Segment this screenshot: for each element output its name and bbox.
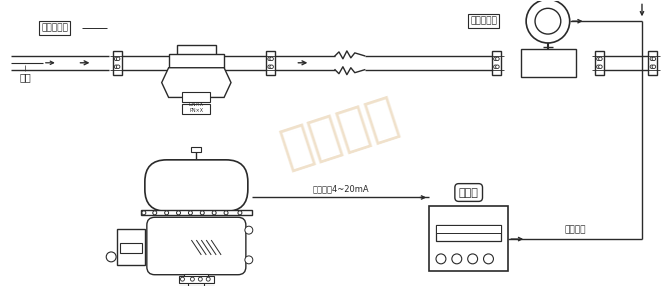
Bar [168, 54, 224, 68]
Circle shape [270, 57, 273, 61]
Circle shape [494, 65, 497, 69]
Text: 输入信号4~20mA: 输入信号4~20mA [312, 185, 369, 193]
Circle shape [468, 254, 478, 264]
Circle shape [526, 0, 570, 43]
Circle shape [599, 57, 602, 61]
Bar [436, 225, 502, 233]
Text: 气动调节阀: 气动调节阀 [41, 24, 68, 33]
Circle shape [116, 65, 120, 69]
FancyBboxPatch shape [147, 217, 246, 275]
Bar [595, 51, 604, 75]
Text: 介质: 介质 [19, 73, 31, 83]
Text: 反馈信号: 反馈信号 [564, 225, 586, 234]
Circle shape [176, 211, 180, 215]
Bar [184, 274, 208, 280]
Circle shape [180, 277, 184, 281]
Circle shape [599, 65, 602, 69]
Bar [429, 206, 508, 271]
Bar [649, 51, 657, 75]
Circle shape [496, 57, 499, 61]
Circle shape [484, 254, 494, 264]
Bar [436, 225, 502, 241]
Circle shape [224, 211, 228, 215]
Text: 调节仪: 调节仪 [459, 187, 478, 197]
Circle shape [106, 252, 116, 262]
Circle shape [188, 211, 192, 215]
Circle shape [268, 57, 271, 61]
Circle shape [436, 254, 446, 264]
Circle shape [198, 277, 202, 281]
Text: 电磁流量计: 电磁流量计 [470, 17, 497, 26]
Circle shape [116, 57, 120, 61]
Bar [182, 92, 210, 102]
Circle shape [268, 65, 271, 69]
Circle shape [206, 277, 210, 281]
Bar [117, 229, 145, 265]
Polygon shape [162, 68, 231, 98]
Text: 塞尔阀门: 塞尔阀门 [275, 91, 404, 173]
Circle shape [114, 57, 118, 61]
Bar [266, 51, 275, 75]
Circle shape [190, 277, 194, 281]
Circle shape [652, 65, 656, 69]
Circle shape [652, 57, 656, 61]
FancyBboxPatch shape [145, 160, 248, 211]
Circle shape [142, 211, 146, 215]
Bar [141, 210, 252, 215]
Circle shape [597, 57, 601, 61]
Circle shape [535, 8, 560, 34]
Bar [178, 286, 214, 287]
Circle shape [597, 65, 601, 69]
Bar [113, 51, 122, 75]
Bar [120, 243, 142, 253]
Circle shape [164, 211, 168, 215]
Circle shape [650, 65, 654, 69]
Circle shape [212, 211, 216, 215]
Circle shape [245, 256, 253, 264]
Bar [176, 45, 216, 57]
Bar [178, 276, 214, 283]
Circle shape [238, 211, 242, 215]
Circle shape [200, 211, 204, 215]
Circle shape [245, 226, 253, 234]
Bar [182, 104, 210, 114]
Text: DN×X
PN×X: DN×X PN×X [189, 102, 204, 113]
Circle shape [496, 65, 499, 69]
Circle shape [650, 57, 654, 61]
Bar [192, 147, 201, 152]
Circle shape [494, 57, 497, 61]
Bar [492, 51, 501, 75]
Circle shape [153, 211, 157, 215]
Bar [521, 49, 576, 77]
Circle shape [270, 65, 273, 69]
Circle shape [114, 65, 118, 69]
Circle shape [452, 254, 462, 264]
